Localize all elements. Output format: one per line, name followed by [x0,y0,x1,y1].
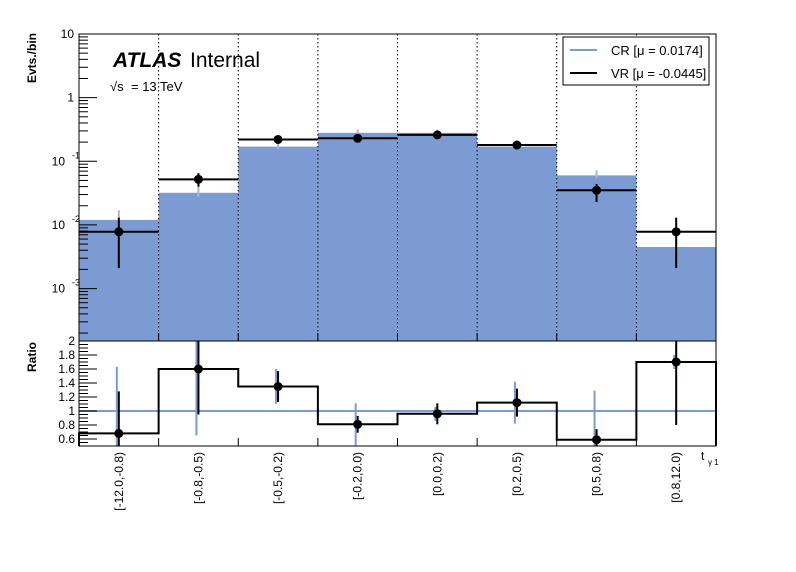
ratio-point [273,382,283,391]
ratio-panel-axes: 0.60.811.21.41.61.82 [58,334,717,447]
cr-bar [158,192,239,341]
category-label: [0.5,0.8) [590,452,604,496]
category-label: [-0.5,-0.2) [271,452,285,504]
vr-point [114,227,124,237]
top-y-tick-label-exponent: -1 [72,150,80,160]
legend-label-vr: VR [μ = -0.0445] [611,66,706,81]
legend: CR [μ = 0.0174] VR [μ = -0.0445] [562,36,710,86]
ratio-y-tick-label: 1.8 [58,348,75,362]
ratio-y-tick-label: 2 [68,334,75,348]
ratio-point [193,364,203,374]
ratio-point [353,419,363,429]
vr-point [193,174,203,184]
vr-point [353,133,363,143]
ratio-y-tick-label: 1.6 [58,362,75,376]
cr-bar [477,146,557,341]
ratio-y-axis-title: Ratio [25,342,39,372]
category-tick-labels: [-12.0,-0.8) [-0.8,-0.5) [-0.5,-0.2) [-0.2,… [112,452,683,511]
atlas-status-label: Internal [190,49,260,72]
vr-point [273,134,283,144]
ratio-point [432,409,442,419]
vr-point [432,130,442,140]
ratio-step-line [78,361,717,446]
top-y-tick-label-base: 10 [52,154,66,168]
ratio-y-tick-label: 1 [68,404,75,418]
ratio-panel-plot [78,341,717,446]
top-panel-vr-points [79,130,716,269]
ratio-point [592,435,602,445]
vr-point [592,185,602,195]
cr-bar [397,132,478,341]
ratio-panel-frame [78,340,717,447]
vr-point [671,227,681,237]
cr-bar [556,175,637,341]
ratio-point [512,398,522,408]
ratio-point [114,428,124,438]
top-y-tick-label-exponent: -2 [72,214,80,224]
category-label: [0.8,12.0) [669,452,683,503]
ratio-y-tick-label: 1.4 [58,376,75,390]
top-y-tick-label-exponent: -3 [72,278,80,288]
category-label: [0.0,0.2) [430,452,444,496]
cr-bar [317,132,398,341]
ratio-point [671,357,681,367]
top-y-tick-label: 1 [67,91,74,105]
legend-box [562,36,710,86]
x-axis-title: t [701,449,705,463]
ratio-y-tick-label: 1.2 [58,390,75,404]
top-panel-cr-histogram [79,129,716,341]
legend-label-cr: CR [μ = 0.0174] [611,43,703,58]
top-y-tick-label-base: 10 [52,218,66,232]
top-panel-axes: 10 -3 10 -2 10 -1 1 10 [52,27,717,342]
top-y-axis-title: Evts./bin [25,33,39,83]
x-axis-title-subscript: γ 1 [708,458,719,467]
top-y-tick-label: 10 [61,27,75,41]
category-label: [0.2,0.5) [510,452,524,496]
vr-point [512,140,522,150]
cr-bar [238,146,318,341]
energy-value-label: = 13 TeV [131,79,183,94]
energy-sqrt-label: √s [110,79,124,94]
category-label: [-0.2,0.0) [351,452,365,500]
category-label: [-12.0,-0.8) [112,452,126,511]
ratio-y-tick-label: 0.8 [58,418,75,432]
ratio-y-tick-label: 0.6 [58,432,75,446]
category-label: [-0.8,-0.5) [191,452,205,504]
atlas-label: ATLAS [112,49,181,72]
top-y-tick-label-base: 10 [52,282,66,296]
